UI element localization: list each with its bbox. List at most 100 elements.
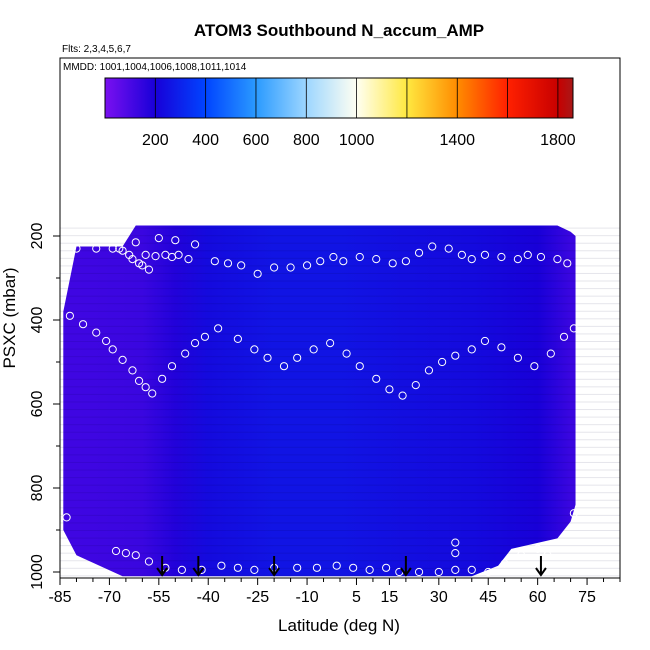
colorbar: 200 400 600 800 1000 1400 1800 [104, 77, 576, 149]
observation-point [237, 261, 246, 270]
x-tick-label: 30 [430, 589, 448, 606]
observation-point [563, 259, 572, 268]
observation-point [177, 565, 186, 575]
field-band [60, 507, 620, 509]
colorbar-gradient [104, 77, 574, 119]
x-tick-label: -40 [197, 589, 220, 606]
observation-point [108, 345, 117, 354]
colorbar-tick-label: 1000 [339, 132, 375, 149]
observation-point [424, 366, 434, 375]
observation-point [533, 544, 542, 554]
field-band [60, 235, 620, 237]
observation-point [250, 345, 259, 354]
y-tick-label: 600 [29, 391, 46, 418]
observation-point [190, 240, 200, 249]
field-band [60, 575, 620, 577]
colorbar-tick-label: 800 [293, 132, 320, 149]
observation-point [174, 250, 183, 259]
observation-point [329, 252, 338, 262]
observation-point [72, 244, 81, 253]
x-tick-label: 5 [352, 589, 361, 606]
observation-point [92, 244, 101, 253]
colorbar-tick-label: 400 [192, 132, 219, 149]
field-band [60, 567, 620, 569]
x-axis: -85 -70 -55 -40 -25 -10 5 15 30 45 60 75 [48, 578, 621, 606]
observation-point [210, 257, 219, 266]
observation-point [158, 374, 167, 383]
observation-point [167, 362, 177, 371]
field-band [60, 454, 620, 456]
y-tick-label: 800 [29, 475, 46, 502]
colorbar-tick-label: 600 [243, 132, 270, 149]
observation-point [223, 259, 233, 268]
observation-point [497, 252, 506, 262]
observation-point [355, 362, 364, 371]
field-band [60, 318, 620, 320]
observation-point [372, 374, 381, 383]
field-band [60, 295, 620, 297]
observation-point [385, 385, 394, 394]
observation-point [293, 563, 302, 572]
y-tick-label: 1000 [29, 554, 46, 590]
field-band [60, 552, 620, 554]
observation-point [365, 565, 374, 575]
observation-point [438, 357, 447, 367]
x-tick-label: 75 [578, 589, 596, 606]
flight-arrows [156, 556, 547, 577]
observation-point [451, 538, 460, 547]
field-band [60, 499, 620, 501]
observation-point [151, 252, 160, 261]
observation-point [388, 259, 397, 268]
observation-point [144, 265, 154, 274]
observation-point [102, 336, 111, 346]
chart-title: ATOM3 Southbound N_accum_AMP [194, 21, 484, 40]
observation-point [118, 355, 127, 364]
field-band [60, 416, 620, 418]
x-tick-label: 60 [529, 589, 547, 606]
y-tick-label: 400 [29, 307, 46, 334]
data-field [60, 225, 620, 577]
mmdd-label: MMDD: 1001,1004,1006,1008,1011,1014 [63, 62, 247, 73]
y-axis: 200 400 600 800 1000 [29, 223, 60, 590]
observation-point [118, 246, 127, 255]
field-band [60, 250, 620, 252]
field-band [60, 386, 620, 388]
field-band [60, 310, 620, 312]
observation-point [480, 250, 490, 259]
observation-point [543, 551, 552, 560]
observation-point [171, 236, 180, 245]
observation-point [214, 324, 223, 333]
field-band [60, 393, 620, 395]
observation-point [517, 551, 526, 560]
observation-point [513, 255, 522, 264]
field-band [60, 560, 620, 562]
observation-point [108, 244, 117, 253]
field-band [60, 378, 620, 380]
observation-point [144, 557, 154, 566]
field-band [60, 424, 620, 426]
observation-point [497, 343, 506, 352]
field-band [60, 356, 620, 358]
colorbar-ticks: 200 400 600 800 1000 1400 1800 [142, 78, 576, 149]
colorbar-tick-label: 200 [142, 132, 169, 149]
observation-point [154, 234, 163, 243]
observation-point [569, 324, 578, 333]
observation-point [217, 561, 226, 570]
observation-point [181, 349, 190, 358]
field-band [60, 492, 620, 494]
x-tick-label: 45 [479, 589, 497, 606]
colorbar-tick-label: 1800 [540, 132, 576, 149]
field-band [60, 469, 620, 471]
x-tick-label: 15 [381, 589, 399, 606]
field-band [60, 341, 620, 342]
field-band [60, 242, 620, 244]
field-band [60, 530, 620, 531]
observation-point [480, 336, 490, 346]
observation-point [467, 255, 476, 264]
observation-point [342, 349, 351, 358]
observation-point [451, 565, 460, 575]
observation-point [78, 320, 88, 329]
x-tick-label: -85 [48, 589, 71, 606]
observation-point [398, 391, 407, 400]
